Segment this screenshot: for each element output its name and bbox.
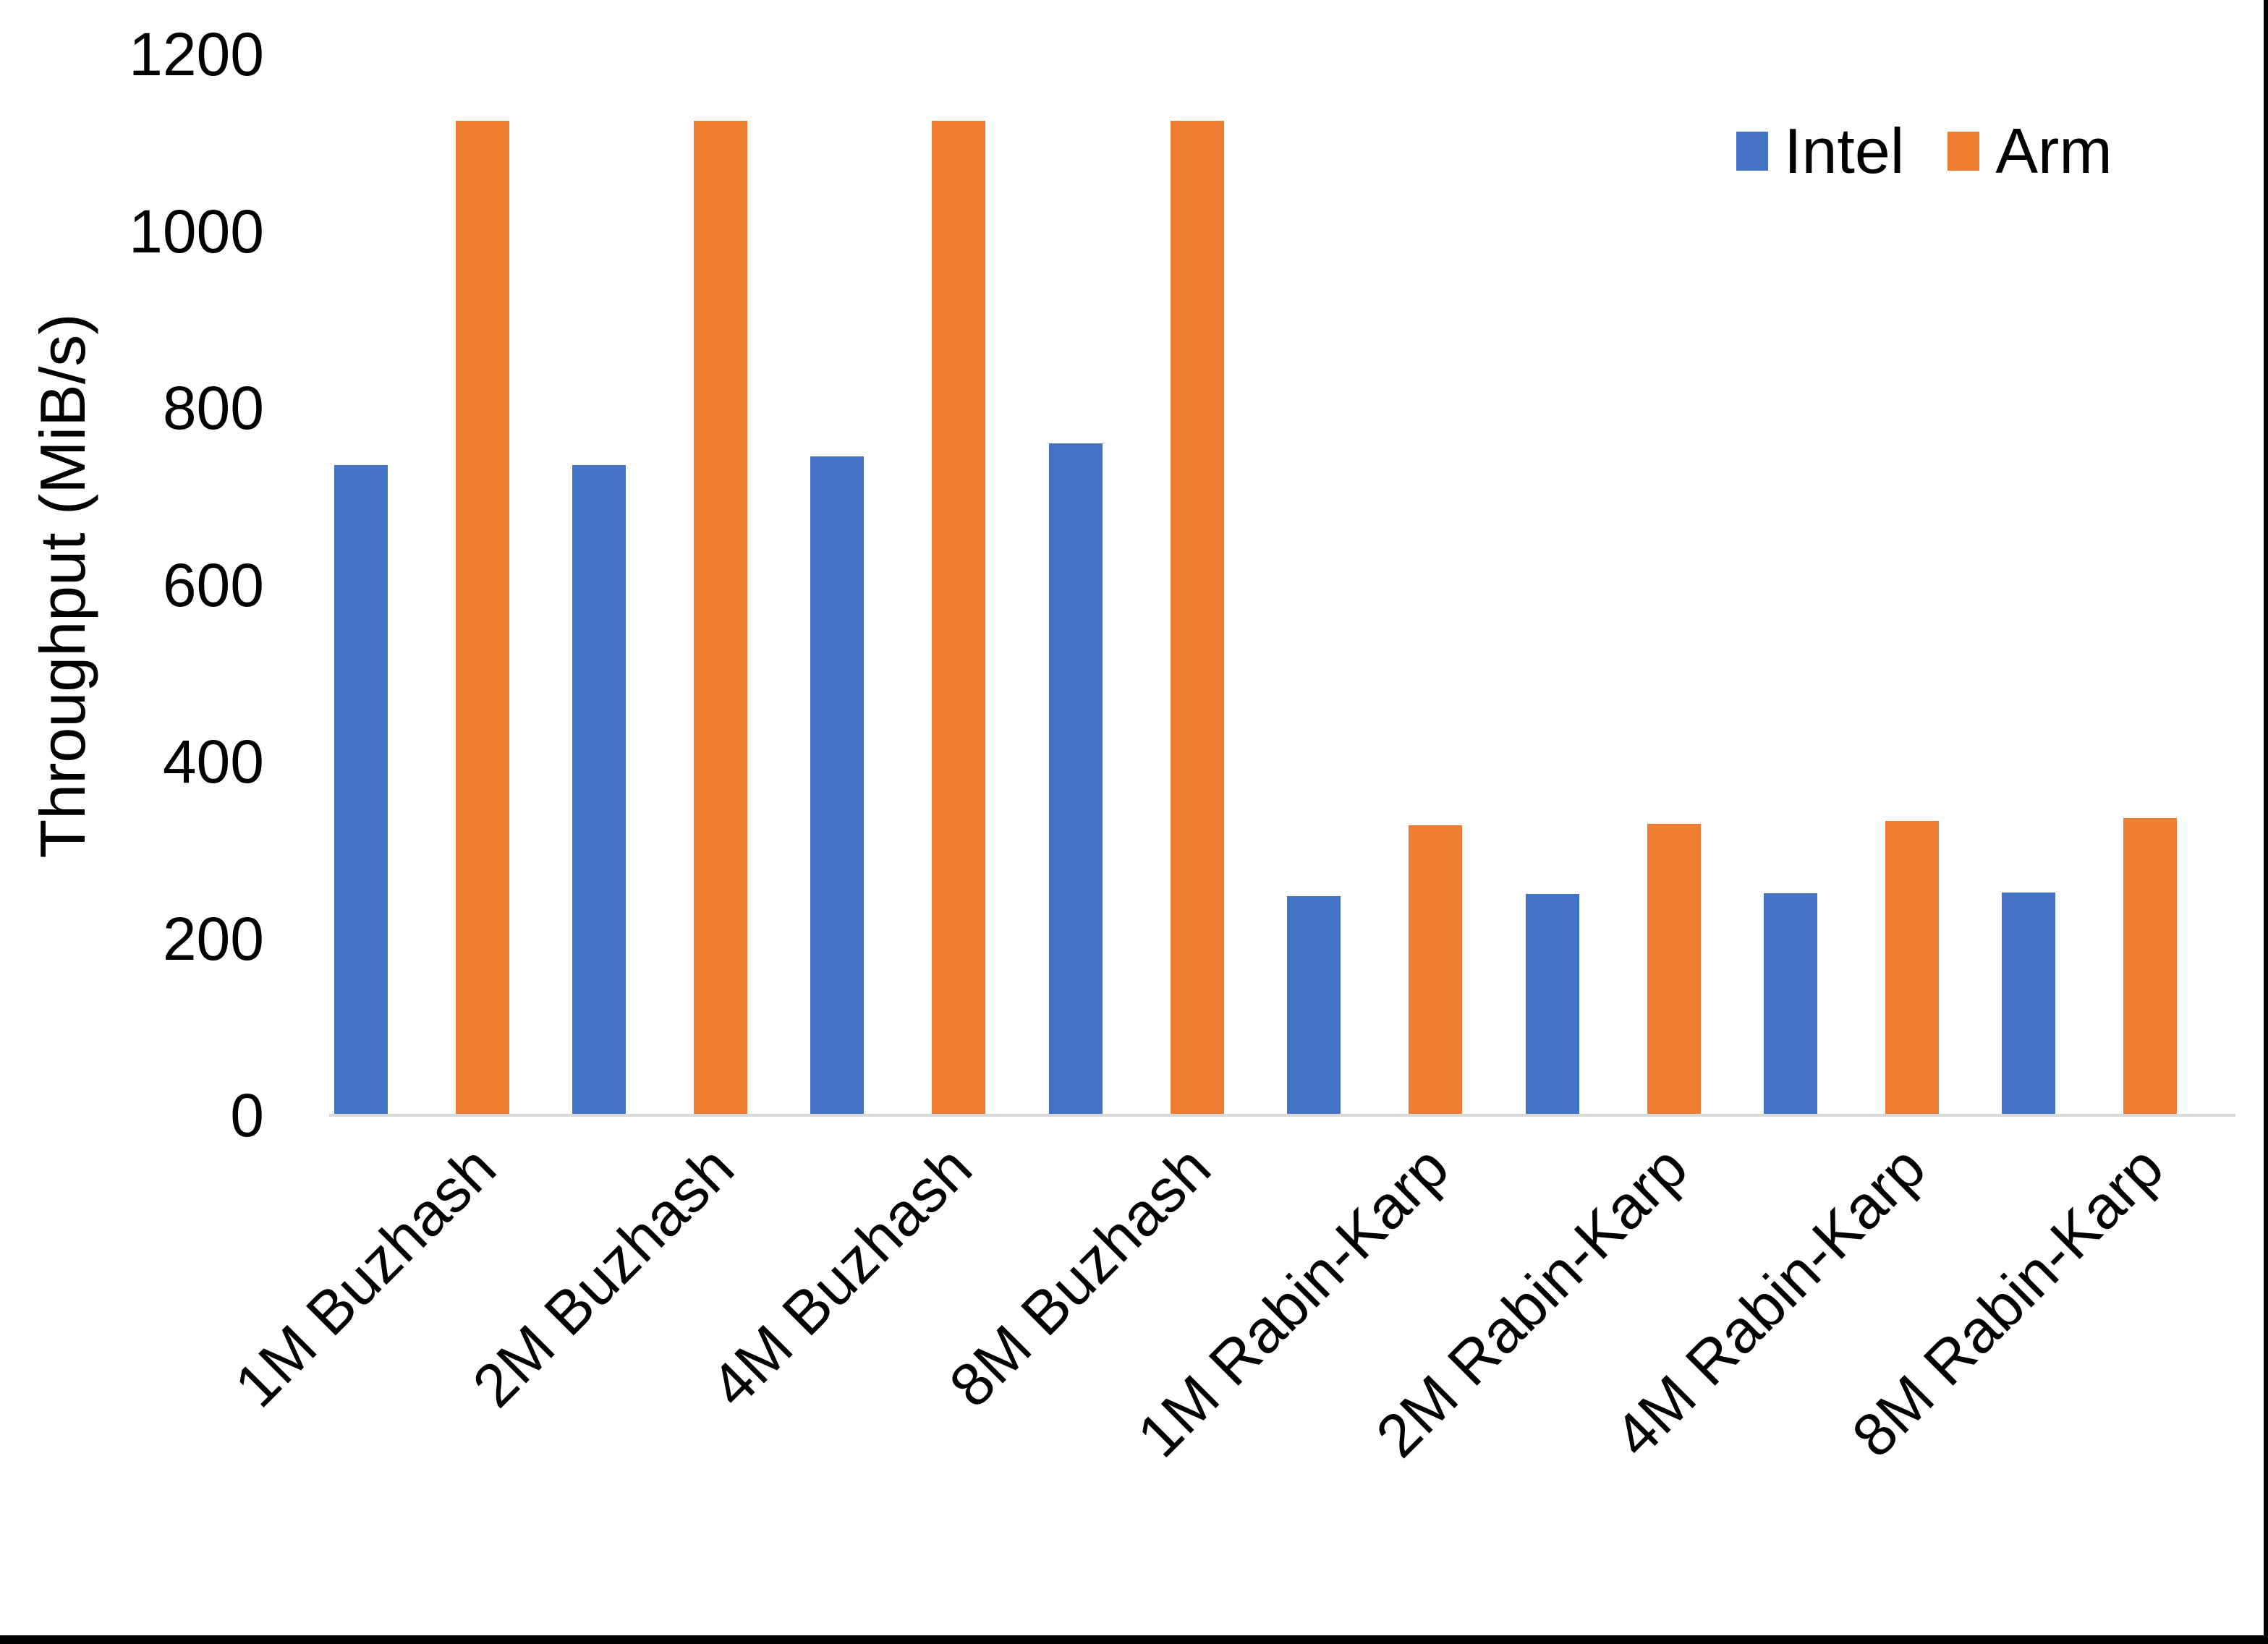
y-tick-label-1200: 1200	[129, 20, 264, 88]
y-tick-label-800: 800	[162, 374, 264, 442]
x-axis-line	[329, 1114, 2235, 1117]
bar-intel-8m-rabin-karp	[2002, 892, 2056, 1115]
bar-intel-4m-rabin-karp	[1763, 893, 1817, 1115]
bar-arm-8m-rabin-karp	[2123, 818, 2178, 1115]
bar-arm-2m-rabin-karp	[1647, 823, 1701, 1115]
bar-arm-2m-buzhash	[694, 120, 748, 1115]
legend-swatch-arm	[1948, 132, 1980, 171]
bar-arm-4m-rabin-karp	[1885, 820, 1939, 1115]
bar-intel-2m-buzhash	[572, 465, 627, 1115]
legend-item-intel: Intel	[1736, 119, 1904, 183]
legend-swatch-intel	[1736, 132, 1768, 171]
legend: Intel Arm	[1736, 119, 2112, 183]
bar-intel-1m-rabin-karp	[1287, 895, 1341, 1115]
y-tick-label-0: 0	[230, 1081, 264, 1149]
legend-label-intel: Intel	[1784, 115, 1905, 187]
bar-intel-4m-buzhash	[810, 456, 865, 1115]
bar-arm-1m-rabin-karp	[1409, 825, 1463, 1115]
bar-intel-1m-buzhash	[334, 465, 388, 1115]
bar-arm-1m-buzhash	[455, 120, 509, 1115]
bar-arm-4m-buzhash	[932, 120, 986, 1115]
y-tick-label-200: 200	[162, 904, 264, 973]
bar-arm-8m-buzhash	[1170, 120, 1224, 1115]
bottom-frame-border	[0, 1635, 2268, 1644]
legend-label-arm: Arm	[1995, 115, 2112, 187]
y-tick-label-400: 400	[162, 728, 264, 796]
legend-item-arm: Arm	[1948, 119, 2112, 183]
bar-intel-8m-buzhash	[1048, 443, 1103, 1115]
y-tick-label-1000: 1000	[129, 197, 264, 265]
bar-intel-2m-rabin-karp	[1525, 894, 1579, 1115]
y-tick-label-600: 600	[162, 550, 264, 619]
right-frame-border	[2264, 0, 2268, 1644]
